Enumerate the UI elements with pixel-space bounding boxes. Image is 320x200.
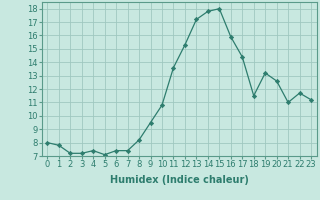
X-axis label: Humidex (Indice chaleur): Humidex (Indice chaleur) (110, 175, 249, 185)
